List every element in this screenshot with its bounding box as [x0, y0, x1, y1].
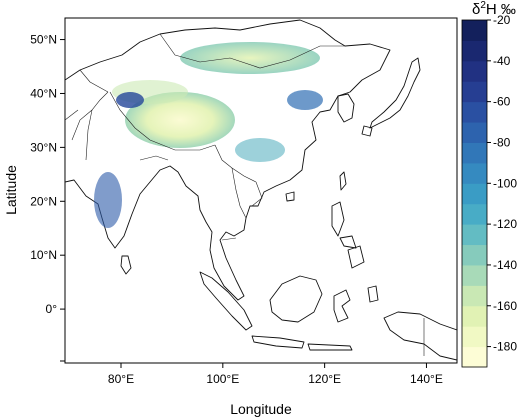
legend-frame	[461, 19, 488, 368]
y-tick-label: 20°N	[30, 194, 57, 208]
legend-color-step	[462, 346, 487, 368]
land-layer	[65, 19, 457, 361]
legend-color-step	[462, 40, 487, 62]
legend-color-step	[462, 305, 487, 327]
y-tick-label: 30°N	[30, 140, 57, 154]
visayas	[339, 235, 357, 249]
y-tick-label: 10°N	[30, 248, 57, 262]
y-tick-label: 50°N	[30, 33, 57, 47]
legend-color-step	[462, 162, 487, 184]
india-dark	[94, 172, 122, 228]
legend-tick-label: -140	[493, 258, 517, 272]
x-axis: 80°E 100°E 120°E 140°E	[108, 363, 443, 386]
plot-frame	[64, 17, 458, 364]
y-axis: 50°N 40°N 30°N 20°N 10°N 0°	[30, 33, 65, 362]
legend-color-step	[462, 203, 487, 225]
sri-lanka	[120, 255, 132, 275]
legend-color-step	[462, 142, 487, 164]
legend-color-step	[462, 183, 487, 205]
legend-color-step	[462, 122, 487, 143]
luzon	[331, 201, 345, 237]
x-tick-label: 140°E	[410, 372, 443, 386]
legend-tick-label: -80	[493, 135, 511, 149]
north-china	[287, 90, 323, 110]
legend-color-step	[462, 326, 487, 348]
mongolia-steppe	[180, 42, 320, 74]
legend-color-step	[462, 285, 487, 307]
legend-color-step	[462, 264, 487, 286]
japan	[369, 57, 421, 129]
borneo	[269, 275, 323, 323]
x-tick-label: 80°E	[108, 372, 134, 386]
country-borders	[65, 33, 425, 356]
y-axis-title: Latitude	[3, 165, 19, 215]
x-tick-label: 100°E	[206, 372, 239, 386]
legend-color-step	[462, 81, 487, 103]
color-legend: δ2H ‰ -20 -40 -60 -80 -100 -120 -140 -160 -180	[461, 0, 517, 368]
legend-tick-label: -120	[493, 217, 517, 231]
legend-color-bar	[462, 20, 487, 368]
x-axis-title: Longitude	[230, 401, 292, 417]
sumatra	[199, 271, 253, 331]
legend-ticks: -20 -40 -60 -80 -100 -120 -140 -160 -180	[487, 13, 517, 354]
lesser-sunda	[307, 343, 353, 351]
y-tick-label: 40°N	[30, 86, 57, 100]
legend-color-step	[462, 224, 487, 246]
y-tick-label: 0°	[46, 302, 58, 316]
moluccas	[367, 285, 379, 303]
tibet-plateau	[125, 92, 235, 148]
legend-title: δ2H ‰	[472, 0, 516, 18]
legend-tick-label: -160	[493, 299, 517, 313]
x-tick-label: 120°E	[308, 372, 341, 386]
legend-tick-label: -100	[493, 176, 517, 190]
japan-kyushu	[361, 125, 373, 137]
legend-color-step	[462, 20, 487, 41]
hainan	[285, 191, 295, 202]
sichuan-basin	[235, 138, 285, 162]
tarim-dark	[116, 92, 144, 108]
legend-tick-label: -20	[493, 13, 511, 27]
legend-color-step	[462, 101, 487, 123]
legend-tick-label: -180	[493, 340, 517, 354]
sulawesi	[333, 289, 351, 323]
mainland-asia	[65, 19, 391, 301]
java	[251, 335, 305, 349]
korean-peninsula	[337, 93, 355, 123]
legend-tick-label: -40	[493, 54, 511, 68]
legend-tick-label: -60	[493, 95, 511, 109]
legend-color-step	[462, 60, 487, 82]
taiwan	[339, 171, 347, 191]
legend-color-step	[462, 244, 487, 266]
new-guinea	[383, 311, 457, 361]
